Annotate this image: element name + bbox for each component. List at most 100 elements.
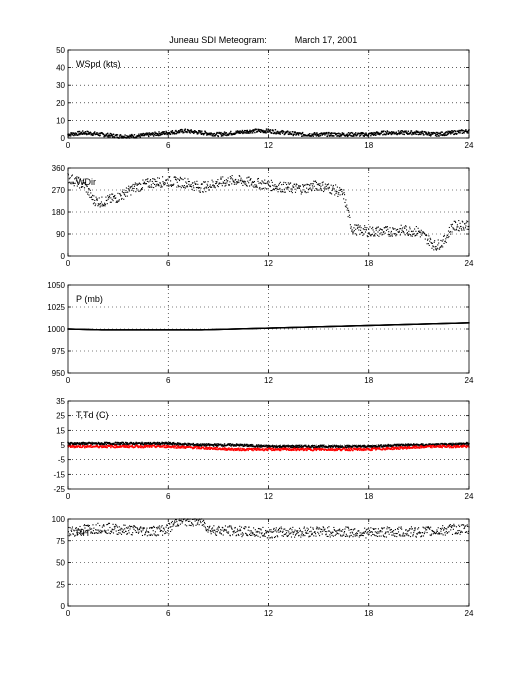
temperature-point <box>453 443 455 445</box>
wind-direction-point <box>311 183 313 185</box>
wind-direction-point <box>382 233 384 235</box>
wind-direction-point <box>186 186 189 188</box>
relative-humidity-point <box>137 532 140 534</box>
wind-direction-point <box>132 187 134 189</box>
wind-direction-point <box>272 184 274 186</box>
wind-direction-point <box>389 233 391 236</box>
relative-humidity-point <box>80 528 82 530</box>
temperature-point <box>350 448 353 450</box>
wind-direction-point <box>251 181 253 183</box>
temperature-point <box>300 447 302 450</box>
temperature-point <box>82 441 85 444</box>
relative-humidity-point <box>143 527 145 529</box>
temperature-point <box>181 446 183 448</box>
wind-speed-point <box>312 133 314 136</box>
wind-direction-point <box>203 181 205 183</box>
wind-speed-point <box>453 133 455 136</box>
wind-direction-point <box>70 182 72 184</box>
wind-speed-point <box>397 130 400 132</box>
wind-speed-point <box>174 132 176 135</box>
temperature-point <box>81 441 83 444</box>
wind-direction-point <box>88 188 90 190</box>
temperature-point <box>435 445 437 447</box>
temperature-point <box>429 443 431 445</box>
temperature-point <box>313 448 315 450</box>
temperature-ytick-label: 25 <box>56 412 65 421</box>
wind-speed-point <box>112 133 115 135</box>
temperature-point <box>166 445 169 447</box>
wind-speed-point <box>260 129 262 131</box>
wind-speed-point <box>159 134 161 137</box>
temperature-point <box>86 445 88 448</box>
temperature-point <box>361 449 363 452</box>
wind-speed-point <box>293 133 295 136</box>
wind-speed-point <box>464 130 467 132</box>
wind-speed-point <box>170 130 172 133</box>
wind-direction-point <box>356 234 358 236</box>
temperature-point <box>369 444 371 447</box>
wind-direction-point <box>402 231 404 233</box>
wind-speed-point <box>402 133 404 135</box>
wind-direction-point <box>266 188 268 190</box>
wind-direction-point <box>448 226 450 229</box>
temperature-point <box>296 449 298 451</box>
temperature-point <box>305 448 307 450</box>
wind-speed-point <box>243 131 245 133</box>
temperature-point <box>218 448 220 450</box>
temperature-point <box>322 444 325 447</box>
temperature-point <box>343 447 346 449</box>
wind-direction-point <box>126 191 128 193</box>
wind-speed-point <box>158 132 161 135</box>
wind-direction-point <box>367 236 369 238</box>
wind-direction-point <box>253 180 255 183</box>
wind-speed-point <box>144 134 146 136</box>
temperature-point <box>153 442 156 444</box>
temperature-point <box>254 448 257 450</box>
relative-humidity-point <box>153 533 155 535</box>
wind-direction-point <box>368 228 370 230</box>
temperature-point <box>201 443 203 445</box>
temperature-point <box>262 444 265 447</box>
temperature-point <box>420 446 422 448</box>
wind-direction-point <box>286 187 289 189</box>
wind-speed-point <box>392 133 394 135</box>
wind-direction-point <box>284 191 286 193</box>
wind-direction-point <box>404 227 406 229</box>
wind-direction-point <box>458 220 460 222</box>
wind-speed-point <box>384 133 386 136</box>
wind-direction-point <box>351 229 353 231</box>
wind-speed-point <box>356 134 359 136</box>
temperature-point <box>242 449 244 451</box>
wind-direction-point <box>93 195 95 197</box>
temperature-point <box>154 445 157 448</box>
relative-humidity-point <box>157 534 159 536</box>
relative-humidity-point <box>136 527 138 529</box>
temperature-point <box>266 448 269 450</box>
temperature-point <box>466 445 469 448</box>
temperature-point <box>187 446 190 448</box>
temperature-point <box>272 446 275 449</box>
temperature-point <box>345 449 348 451</box>
wind-speed-point <box>211 135 214 137</box>
wind-speed-point <box>404 131 407 133</box>
temperature-point <box>398 443 400 445</box>
relative-humidity-point <box>158 525 160 527</box>
relative-humidity-point <box>146 535 148 537</box>
wind-direction-point <box>252 185 254 187</box>
wind-speed-point <box>142 134 144 137</box>
wind-direction-point <box>421 233 423 235</box>
wind-speed-point <box>92 134 94 137</box>
relative-humidity-point <box>72 533 74 535</box>
wind-direction-point <box>240 177 242 179</box>
wind-direction-point <box>184 187 186 189</box>
temperature-point <box>368 445 371 448</box>
wind-speed-point <box>303 134 306 136</box>
wind-direction-point <box>316 188 318 190</box>
relative-humidity-point <box>142 528 144 530</box>
temperature-point <box>175 442 177 445</box>
temperature-point <box>131 444 133 447</box>
temperature-point <box>98 446 100 449</box>
wind-speed-point <box>437 132 439 135</box>
wind-direction-point <box>315 181 318 184</box>
wind-direction-point <box>377 226 380 228</box>
